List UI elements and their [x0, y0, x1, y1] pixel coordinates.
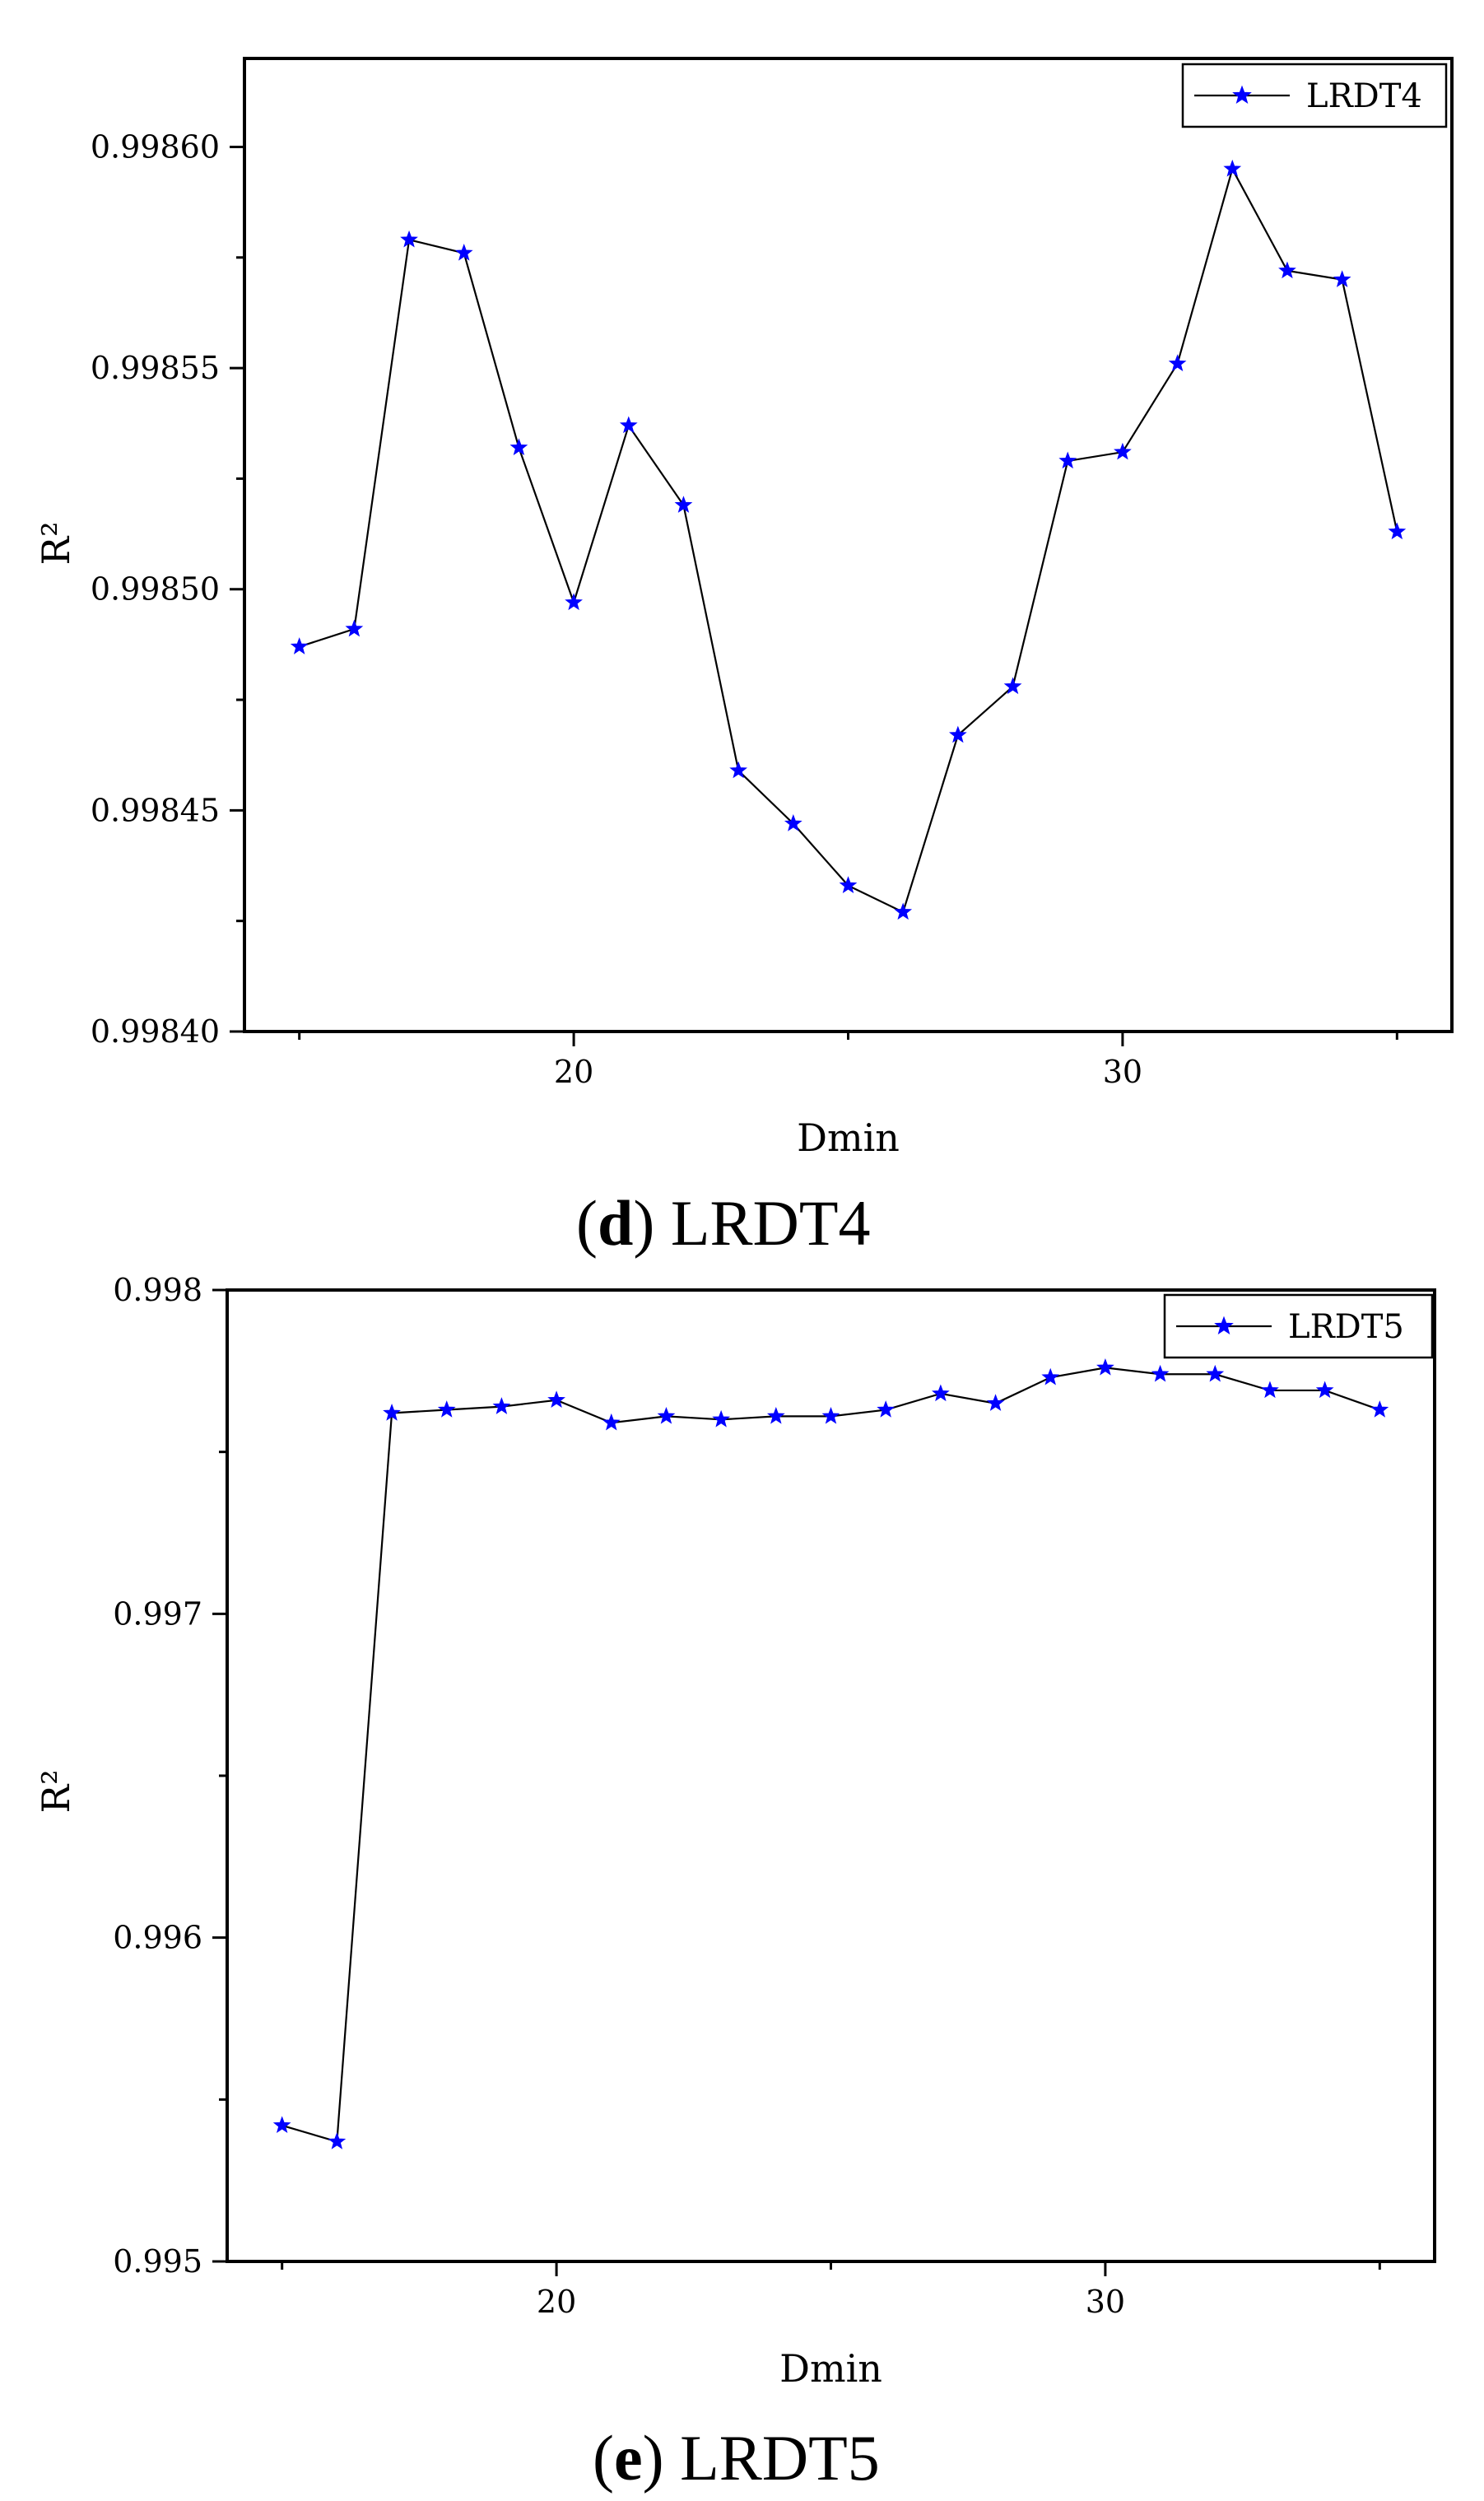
data-point	[931, 1384, 950, 1402]
data-point	[839, 876, 858, 893]
data-point	[1370, 1400, 1389, 1418]
y-tick-label: 0.99860	[91, 128, 220, 165]
caption-letter: e	[614, 2422, 643, 2494]
caption-text: LRDT4	[671, 1187, 871, 1259]
y-tick-label: 0.99845	[91, 792, 220, 828]
data-point	[784, 814, 802, 831]
data-point	[1151, 1364, 1170, 1382]
caption-close-paren: )	[633, 1187, 670, 1259]
y-tick-label: 0.997	[113, 1595, 202, 1632]
data-point	[1168, 354, 1187, 371]
data-point	[674, 496, 693, 513]
x-tick-label: 20	[554, 1054, 593, 1090]
y-axis-title: R²	[34, 521, 78, 565]
data-point	[948, 725, 967, 743]
data-point	[1114, 442, 1132, 460]
data-point	[619, 416, 638, 434]
data-point	[894, 902, 913, 920]
data-point	[1058, 451, 1077, 469]
legend-label: LRDT5	[1288, 1308, 1404, 1346]
data-point	[547, 1390, 565, 1408]
caption-close-paren: )	[643, 2422, 680, 2494]
plot-frame	[226, 1288, 1436, 2263]
data-point	[877, 1400, 896, 1418]
caption-letter: d	[598, 1187, 633, 1259]
data-point	[1388, 522, 1407, 540]
chart-panel-d: 20 30 0.99840 0.99845 0.99850 0.99855 0.99860 D…	[34, 57, 1454, 1259]
y-tick-label: 0.998	[113, 1272, 202, 1308]
y-tick-label: 0.99855	[91, 350, 220, 386]
data-point	[1206, 1364, 1225, 1382]
y-axis-title: R²	[34, 1769, 78, 1813]
data-point	[345, 619, 364, 637]
x-axis-title: Dmin	[779, 2346, 882, 2391]
data-point	[492, 1397, 511, 1414]
x-tick-label: 30	[1086, 2284, 1125, 2320]
data-point	[1003, 677, 1022, 695]
data-point	[729, 761, 748, 779]
y-tick-label: 0.99840	[91, 1013, 220, 1050]
panel-caption: (e) LRDT5	[593, 2422, 880, 2494]
series-line-LRDT4	[299, 166, 1398, 914]
data-point	[712, 1409, 731, 1427]
data-point	[383, 1404, 401, 1421]
data-point	[1278, 261, 1296, 279]
data-point	[1315, 1381, 1334, 1399]
caption-open-paren: (	[576, 1187, 598, 1259]
x-tick-label: 30	[1103, 1054, 1142, 1090]
data-point	[1223, 159, 1242, 177]
data-point	[1333, 270, 1351, 287]
x-tick-label: 20	[537, 2284, 576, 2320]
series-line-LRDT5	[281, 1367, 1380, 2143]
data-point	[986, 1394, 1005, 1411]
data-point	[437, 1400, 456, 1418]
data-point	[1041, 1367, 1060, 1386]
caption-open-paren: (	[593, 2422, 614, 2494]
legend-marker-star-icon	[1214, 1316, 1234, 1335]
data-point	[766, 1406, 785, 1424]
data-point	[821, 1406, 840, 1424]
data-point	[400, 230, 418, 248]
data-point	[272, 2116, 291, 2134]
data-point	[565, 593, 583, 611]
y-tick-label: 0.99850	[91, 571, 220, 608]
data-point	[454, 243, 473, 261]
legend-marker-star-icon	[1232, 85, 1252, 105]
x-axis-title: Dmin	[797, 1115, 900, 1160]
y-tick-label: 0.995	[113, 2243, 202, 2280]
panel-caption: (d) LRDT4	[576, 1187, 871, 1259]
data-point	[1261, 1381, 1279, 1399]
caption-text: LRDT5	[680, 2422, 880, 2494]
data-point	[509, 438, 528, 456]
data-point	[602, 1413, 621, 1431]
data-point	[328, 2132, 347, 2149]
data-point	[1096, 1358, 1114, 1376]
legend-label: LRDT4	[1306, 77, 1422, 115]
y-tick-label: 0.996	[113, 1920, 202, 1956]
data-point	[657, 1406, 676, 1424]
data-point	[290, 637, 309, 654]
